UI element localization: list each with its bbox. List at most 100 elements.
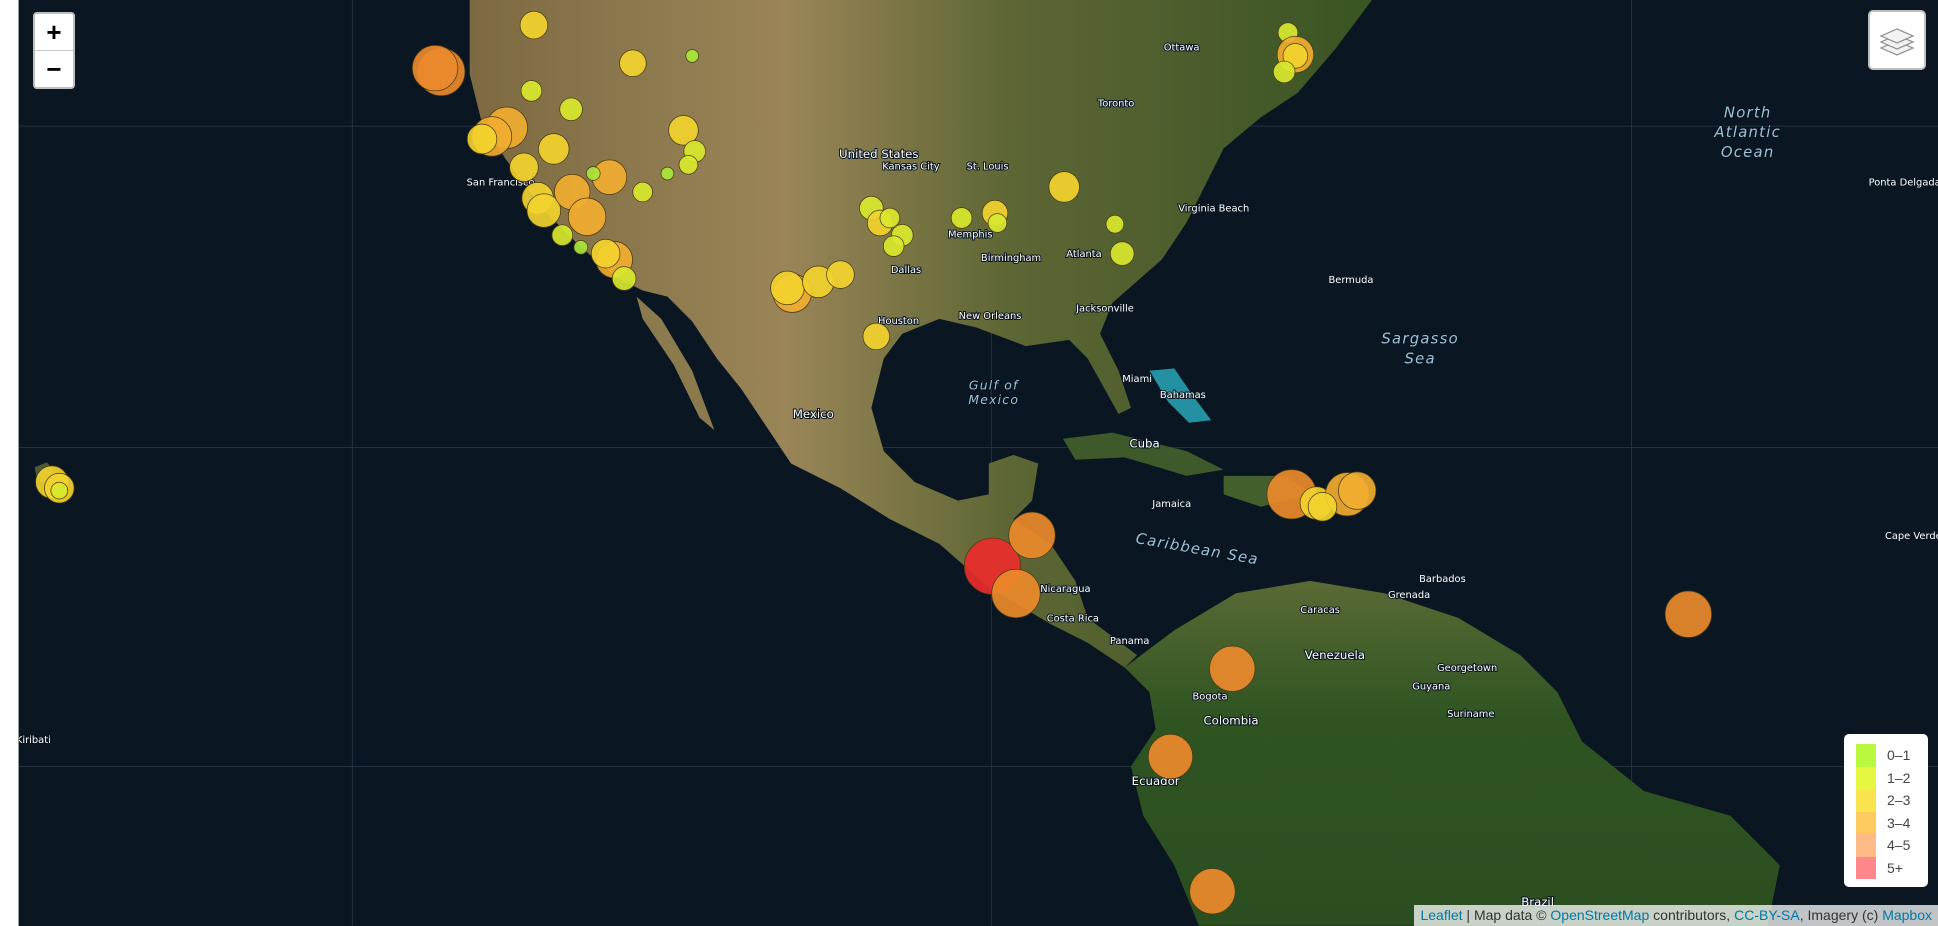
legend-item: 1–2 [1844, 766, 1928, 789]
place-label: Gulf of [969, 378, 1019, 392]
quake-marker[interactable] [879, 207, 901, 229]
layers-icon [1879, 28, 1915, 56]
layers-button[interactable] [1868, 10, 1926, 70]
quake-marker[interactable] [50, 481, 69, 500]
place-label: Mexico [968, 393, 1019, 407]
place-label: Atlantic [1713, 124, 1781, 141]
place-label: Dallas [891, 265, 921, 276]
place-label: St. Louis [967, 161, 1009, 172]
legend-label: 4–5 [1887, 837, 1911, 854]
quake-marker[interactable] [1048, 171, 1080, 203]
quake-marker[interactable] [611, 266, 637, 291]
quake-marker[interactable] [1272, 60, 1296, 84]
legend-label: 1–2 [1887, 769, 1911, 786]
place-label: Costa Rica [1047, 614, 1099, 625]
quake-marker[interactable] [660, 166, 675, 181]
zoom-out[interactable]: − [35, 50, 73, 87]
legend-swatch [1856, 744, 1876, 767]
quake-marker[interactable] [1189, 868, 1236, 915]
quake-marker[interactable] [1209, 645, 1256, 692]
place-label: Ottawa [1164, 43, 1200, 54]
attribution: Leaflet | Map data © OpenStreetMap contr… [1414, 905, 1938, 926]
quake-marker[interactable] [551, 224, 574, 246]
quake-marker[interactable] [862, 322, 891, 351]
land-cuba [1062, 432, 1224, 476]
zoom-control: + − [33, 12, 75, 89]
quake-marker[interactable] [678, 155, 699, 175]
quake-marker[interactable] [826, 260, 855, 289]
quake-marker[interactable] [668, 115, 699, 146]
place-label: Colombia [1203, 713, 1258, 727]
place-label: Bogota [1193, 692, 1228, 703]
leaflet-link[interactable]: Leaflet [1420, 907, 1463, 923]
quake-marker[interactable] [585, 166, 601, 181]
place-label: Georgetown [1437, 663, 1497, 674]
quake-marker[interactable] [950, 207, 973, 229]
legend-swatch [1856, 766, 1876, 789]
place-label: Kiribati [16, 735, 51, 746]
quake-marker[interactable] [567, 197, 607, 236]
license-link[interactable]: CC-BY-SA [1734, 907, 1800, 923]
quake-marker[interactable] [1008, 511, 1056, 559]
quake-marker[interactable] [509, 152, 539, 182]
legend-label: 2–3 [1887, 792, 1911, 809]
quake-marker[interactable] [1109, 241, 1135, 266]
place-label: Cuba [1129, 436, 1159, 450]
place-label: Mexico [793, 407, 834, 421]
quake-marker[interactable] [1338, 471, 1377, 510]
quake-marker[interactable] [590, 238, 621, 269]
quake-marker[interactable] [619, 49, 647, 77]
quake-marker[interactable] [538, 133, 570, 165]
legend-label: 3–4 [1887, 814, 1911, 831]
legend-swatch [1856, 834, 1876, 857]
quake-marker[interactable] [685, 49, 700, 63]
place-label: New Orleans [959, 311, 1022, 322]
attribution-text: contributors, [1653, 907, 1731, 923]
quake-marker[interactable] [1307, 492, 1338, 522]
quake-marker[interactable] [882, 235, 905, 257]
quake-marker[interactable] [632, 181, 653, 203]
quake-marker[interactable] [411, 45, 459, 92]
quake-marker[interactable] [987, 213, 1008, 233]
attribution-text: | Map data © [1466, 907, 1547, 923]
place-label: Jamaica [1151, 499, 1191, 510]
place-label: Atlanta [1066, 249, 1101, 260]
quake-marker[interactable] [559, 97, 583, 122]
place-label: Barbados [1419, 574, 1466, 585]
quake-marker[interactable] [520, 80, 543, 102]
quake-marker[interactable] [573, 240, 589, 255]
quake-marker[interactable] [1147, 733, 1194, 780]
quake-marker[interactable] [519, 10, 549, 40]
place-label: Guyana [1412, 682, 1450, 693]
place-label: Jacksonville [1075, 303, 1134, 314]
land-baja [636, 296, 715, 431]
legend-label: 5+ [1887, 859, 1903, 876]
zoom-in[interactable]: + [46, 17, 62, 47]
place-label: Kansas City [882, 161, 940, 172]
legend-item: 4–5 [1844, 834, 1928, 857]
osm-link[interactable]: OpenStreetMap [1550, 907, 1650, 923]
legend-swatch [1856, 789, 1876, 812]
quake-marker[interactable] [466, 123, 498, 155]
quake-marker[interactable] [991, 568, 1041, 619]
legend: 0–1 1–2 2–3 3–4 4–5 5+ [1844, 734, 1928, 887]
place-label: Grenada [1388, 590, 1430, 601]
mapbox-link[interactable]: Mapbox [1882, 907, 1932, 923]
place-label: Toronto [1097, 98, 1134, 109]
place-label: Caracas [1300, 605, 1340, 616]
quake-marker[interactable] [1664, 590, 1712, 638]
legend-item: 0–1 [1844, 744, 1928, 767]
quake-marker[interactable] [1105, 214, 1125, 234]
side-panel [0, 0, 19, 926]
place-label: Bermuda [1328, 275, 1373, 286]
legend-swatch [1856, 811, 1876, 834]
place-label: Nicaragua [1040, 584, 1090, 595]
place-label: Panama [1110, 636, 1150, 647]
legend-swatch [1856, 856, 1876, 879]
quake-marker[interactable] [770, 270, 805, 306]
land-south-america [1124, 580, 1780, 926]
quake-marker[interactable] [526, 193, 562, 228]
